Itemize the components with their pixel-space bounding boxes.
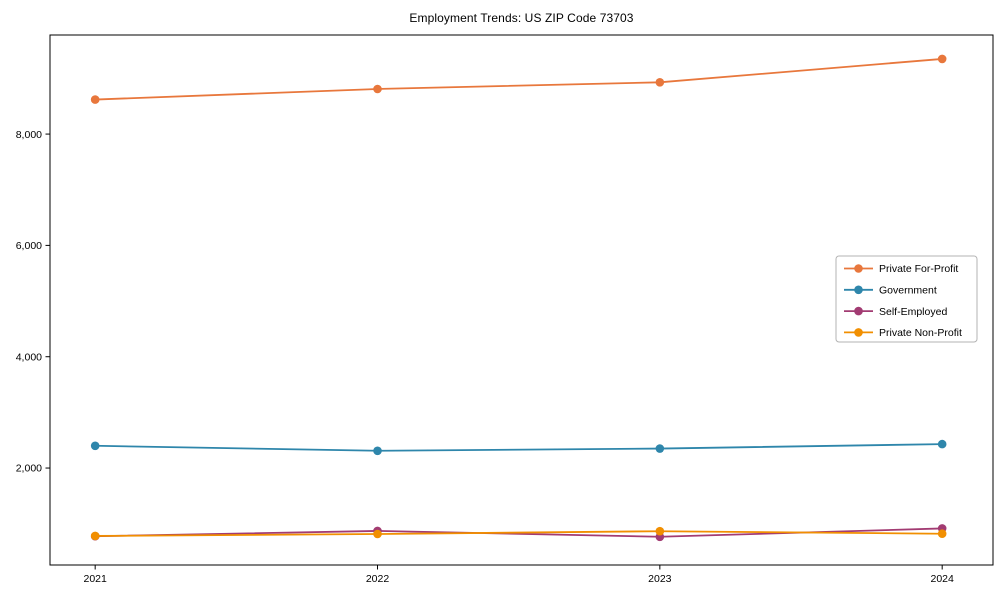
y-axis-tick-label: 4,000 [16,351,42,363]
data-point-marker [90,95,100,104]
data-point-marker [90,531,100,541]
x-axis-tick-label: 2022 [366,573,390,585]
y-axis-tick-label: 6,000 [16,240,42,252]
x-axis-tick-label: 2021 [83,573,107,585]
y-axis-tick-label: 2,000 [16,463,42,475]
plot-frame [49,34,994,566]
data-point-marker [373,446,382,456]
legend-entry-label: Private For-Profit [879,263,958,275]
legend-box [835,255,978,343]
chart-title: Employment Trends: US ZIP Code 73703 [409,11,634,25]
series-line-private-for-profit [94,58,944,101]
legend-entry-label: Private Non-Profit [879,327,962,339]
data-point-marker [655,78,665,87]
legend-marker-dot [854,306,863,316]
x-axis-tick-label: 2023 [648,573,672,585]
y-axis-tick-label: 8,000 [16,129,42,141]
data-point-marker [937,54,947,64]
data-point-marker [937,439,947,449]
data-point-marker [90,441,100,451]
series-line-government [94,443,944,452]
data-point-marker [655,526,665,536]
legend-entry-label: Self-Employed [879,306,947,318]
data-point-marker [373,84,382,94]
legend-marker-dot [854,285,863,295]
data-point-marker [655,444,665,453]
legend-marker-dot [854,264,863,273]
x-axis-tick-label: 2024 [930,573,954,585]
data-point-marker [937,529,947,539]
series-line-private-non-profit [94,530,944,537]
legend-marker-dot [854,328,863,337]
data-point-marker [373,529,382,539]
legend-entry-label: Government [879,285,937,297]
